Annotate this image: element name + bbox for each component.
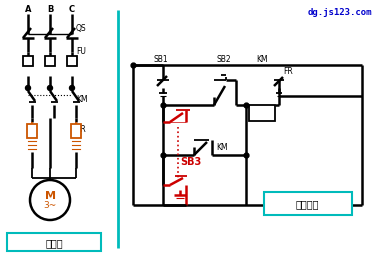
Text: QS: QS bbox=[76, 23, 87, 32]
Text: SB1: SB1 bbox=[154, 55, 168, 64]
Bar bbox=[45, 56, 55, 66]
Text: 3~: 3~ bbox=[44, 200, 57, 209]
Bar bbox=[249, 105, 275, 121]
Text: dg.js123.com: dg.js123.com bbox=[308, 8, 372, 17]
Bar bbox=[67, 56, 77, 66]
Text: 控制电路: 控制电路 bbox=[295, 199, 319, 209]
Text: FR: FR bbox=[283, 68, 293, 77]
Text: KM: KM bbox=[256, 55, 268, 64]
Text: C: C bbox=[69, 5, 75, 14]
Circle shape bbox=[69, 86, 75, 90]
Text: A: A bbox=[25, 5, 31, 14]
FancyBboxPatch shape bbox=[264, 191, 351, 215]
Text: FU: FU bbox=[76, 48, 86, 57]
Text: KM: KM bbox=[216, 143, 228, 152]
Text: M: M bbox=[45, 191, 56, 201]
Text: 主电路: 主电路 bbox=[45, 238, 63, 248]
Bar bbox=[71, 124, 81, 138]
Circle shape bbox=[30, 180, 70, 220]
Text: B: B bbox=[47, 5, 53, 14]
Circle shape bbox=[26, 86, 30, 90]
Text: KM: KM bbox=[76, 96, 88, 105]
Text: FR: FR bbox=[76, 125, 86, 134]
Circle shape bbox=[48, 86, 53, 90]
Bar bbox=[27, 124, 37, 138]
Text: SB3: SB3 bbox=[180, 157, 201, 167]
Bar bbox=[23, 56, 33, 66]
FancyBboxPatch shape bbox=[7, 233, 101, 251]
Text: SB2: SB2 bbox=[217, 55, 231, 64]
